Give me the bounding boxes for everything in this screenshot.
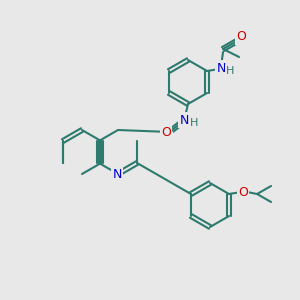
Text: N: N	[179, 113, 189, 127]
Text: O: O	[236, 31, 246, 44]
Text: N: N	[216, 61, 226, 74]
Text: O: O	[161, 127, 171, 140]
Text: N: N	[112, 167, 122, 181]
Text: H: H	[226, 66, 234, 76]
Text: O: O	[238, 185, 248, 199]
Text: H: H	[190, 118, 198, 128]
